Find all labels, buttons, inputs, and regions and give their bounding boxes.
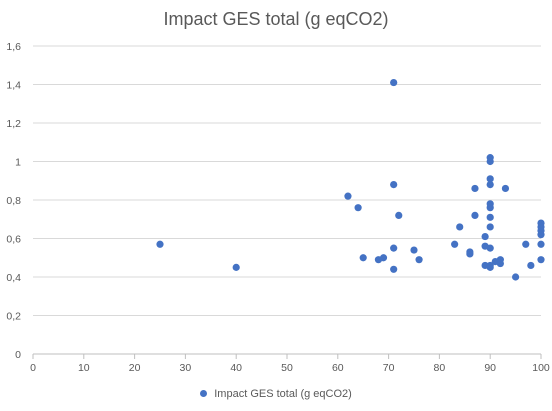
- data-point: [537, 231, 545, 239]
- data-point: [466, 250, 474, 258]
- data-point: [486, 213, 494, 221]
- y-tick-label: 0,2: [6, 311, 21, 323]
- data-point: [156, 240, 164, 248]
- data-points: [156, 78, 545, 281]
- data-point: [410, 246, 418, 254]
- axes: [32, 353, 542, 359]
- x-tick-labels: 0 10 20 30 40 50 60 70 80 90 100: [30, 362, 550, 374]
- x-tick-label: 20: [129, 362, 141, 374]
- data-point: [496, 259, 504, 268]
- data-point: [471, 211, 479, 219]
- y-tick-label: 0: [15, 349, 21, 361]
- legend: Impact GES total (g eqCO2): [0, 388, 552, 400]
- x-tick-label: 60: [332, 362, 344, 374]
- gridlines: [33, 45, 541, 316]
- x-tick-label: 40: [230, 362, 242, 374]
- data-point: [390, 78, 398, 87]
- data-point: [527, 261, 535, 270]
- data-point: [456, 223, 464, 231]
- data-point: [486, 263, 494, 271]
- data-point: [379, 254, 388, 262]
- data-point: [511, 273, 520, 281]
- data-point: [486, 244, 494, 252]
- data-point: [481, 232, 489, 241]
- legend-marker-icon: [200, 389, 208, 397]
- y-tick-label: 1,4: [6, 80, 21, 92]
- data-point: [486, 181, 494, 189]
- data-point: [522, 240, 530, 248]
- data-point: [390, 244, 398, 252]
- y-tick-label: 0,4: [6, 272, 21, 284]
- x-tick-label: 50: [281, 362, 293, 374]
- x-tick-label: 0: [30, 362, 36, 374]
- y-tick-label: 0,8: [6, 195, 21, 207]
- data-point: [354, 204, 362, 212]
- data-point: [395, 211, 403, 219]
- data-point: [390, 181, 398, 189]
- data-point: [537, 240, 545, 248]
- y-tick-label: 0,6: [6, 234, 21, 246]
- data-point: [537, 256, 545, 264]
- x-tick-label: 100: [532, 362, 550, 374]
- chart-title: Impact GES total (g eqCO2): [163, 9, 389, 29]
- data-point: [415, 256, 423, 264]
- x-tick-label: 70: [383, 362, 395, 374]
- y-tick-labels: 0 0,2 0,4 0,6 0,8 1 1,2 1,4 1,6: [6, 41, 21, 361]
- data-point: [486, 175, 494, 183]
- x-tick-label: 10: [78, 362, 90, 374]
- data-point: [501, 184, 510, 193]
- data-point: [359, 254, 367, 262]
- data-point: [451, 240, 459, 248]
- data-point: [471, 184, 479, 193]
- data-point: [344, 192, 352, 200]
- y-tick-label: 1: [15, 157, 21, 169]
- data-point: [486, 157, 494, 166]
- legend-label: Impact GES total (g eqCO2): [214, 388, 352, 400]
- x-tick-label: 30: [180, 362, 192, 374]
- data-point: [486, 204, 494, 212]
- x-tick-label: 80: [434, 362, 446, 374]
- data-point: [390, 265, 398, 273]
- y-tick-label: 1,2: [6, 118, 21, 130]
- y-tick-label: 1,6: [6, 41, 21, 53]
- x-tick-label: 90: [484, 362, 496, 374]
- data-point: [486, 223, 494, 231]
- data-point: [232, 263, 240, 271]
